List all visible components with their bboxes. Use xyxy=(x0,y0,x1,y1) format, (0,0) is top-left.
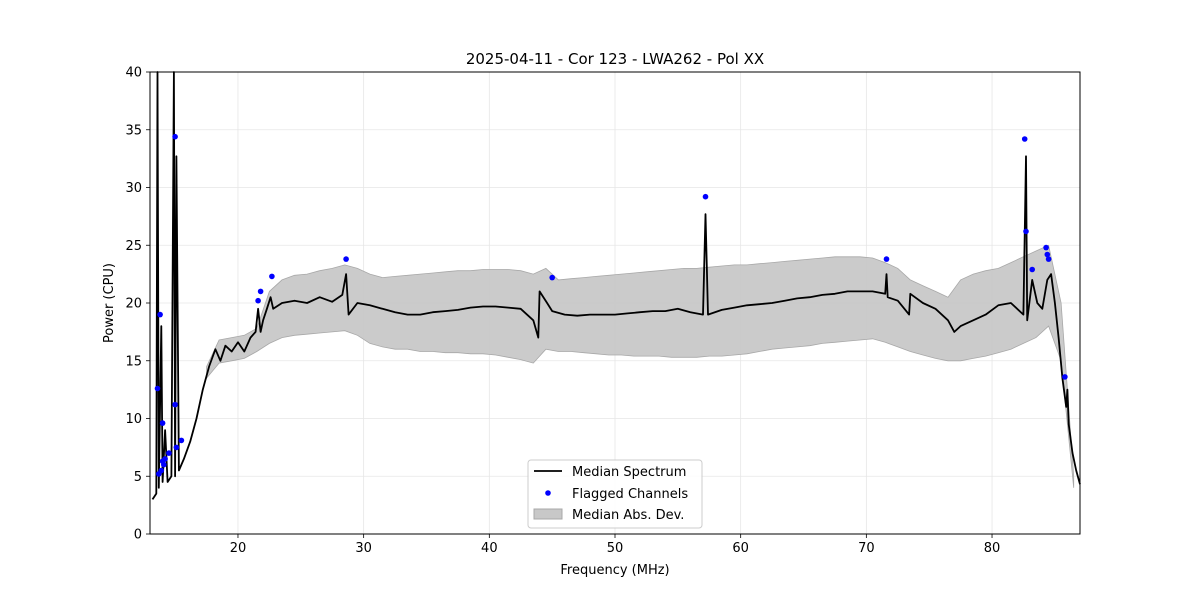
flagged-channel-point xyxy=(1044,251,1051,258)
flagged-channel-point xyxy=(1023,228,1029,235)
flagged-channel-point xyxy=(1045,256,1052,262)
y-tick-label: 35 xyxy=(125,123,142,138)
flagged-channel-point xyxy=(257,288,264,295)
flagged-channel-point xyxy=(173,444,180,451)
median-spectrum-line xyxy=(151,71,1081,500)
flagged-channel-point xyxy=(1029,266,1035,273)
y-tick-label: 0 xyxy=(134,528,142,543)
flagged-channel-point xyxy=(255,297,261,304)
y-tick-label: 40 xyxy=(125,66,142,81)
flagged-channel-point xyxy=(343,256,349,262)
legend-patch-swatch xyxy=(533,508,563,520)
flagged-channel-point xyxy=(1043,244,1049,251)
flagged-channel-point xyxy=(549,274,555,281)
legend-marker-swatch xyxy=(545,490,551,496)
x-axis-label: Frequency (MHz) xyxy=(560,563,669,578)
x-axis: 20 30 40 50 60 70 80 xyxy=(230,534,1001,556)
x-tick-label: 40 xyxy=(481,541,498,556)
flagged-channel-point xyxy=(178,437,185,444)
flagged-channel-point xyxy=(154,385,161,392)
flagged-channel-point xyxy=(157,311,163,318)
legend-box xyxy=(527,459,703,529)
legend-label-median-spectrum: Median Spectrum xyxy=(572,465,686,480)
flagged-markers-group xyxy=(154,133,1068,477)
x-tick-label: 30 xyxy=(355,541,372,556)
flagged-channel-point xyxy=(1062,374,1068,380)
y-tick-label: 15 xyxy=(125,354,142,369)
flagged-channel-point xyxy=(1021,136,1028,142)
x-tick-label: 50 xyxy=(607,541,624,556)
legend-label-median-abs-dev: Median Abs. Dev. xyxy=(572,508,684,523)
legend: Median Spectrum Flagged Channels Median … xyxy=(527,459,703,529)
x-tick-label: 20 xyxy=(230,541,247,556)
y-tick-label: 10 xyxy=(125,412,142,427)
y-axis-label: Power (CPU) xyxy=(102,263,117,343)
y-tick-label: 30 xyxy=(125,181,142,196)
flagged-channel-point xyxy=(883,256,890,262)
flagged-channel-point xyxy=(702,193,709,200)
y-axis: 0 5 10 15 20 25 30 35 40 xyxy=(125,66,150,543)
legend-label-flagged-channels: Flagged Channels xyxy=(572,487,688,502)
flagged-channel-point xyxy=(269,273,275,280)
x-tick-label: 60 xyxy=(732,541,749,556)
y-tick-label: 20 xyxy=(125,297,142,312)
y-tick-label: 5 xyxy=(134,470,142,485)
flagged-channel-point xyxy=(172,133,178,140)
flagged-channel-point xyxy=(161,461,167,468)
flagged-channel-point xyxy=(158,467,165,474)
mad-band-group xyxy=(206,244,1075,488)
y-tick-label: 25 xyxy=(125,239,142,254)
flagged-channel-point xyxy=(162,456,168,462)
spectrum-line-group xyxy=(151,71,1081,500)
flagged-channel-point xyxy=(166,450,172,456)
x-tick-label: 70 xyxy=(858,541,875,556)
chart-title: 2025-04-11 - Cor 123 - LWA262 - Pol XX xyxy=(466,50,764,68)
flagged-channel-point xyxy=(159,420,166,426)
flagged-channel-point xyxy=(172,401,178,408)
mad-band xyxy=(206,244,1075,488)
x-tick-label: 80 xyxy=(984,541,1001,556)
